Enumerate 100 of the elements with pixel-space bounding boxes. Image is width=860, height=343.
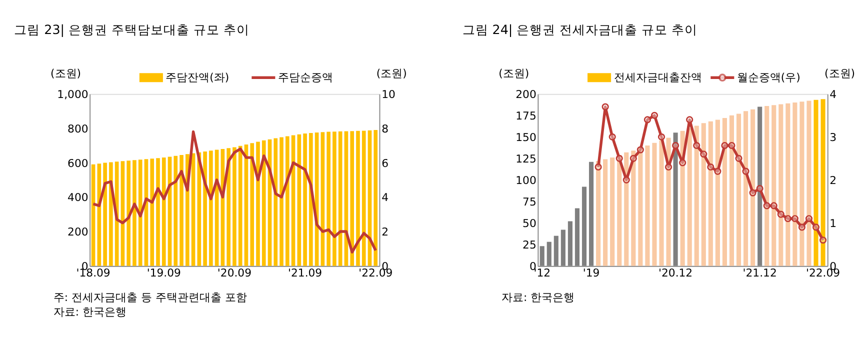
y-tick-label: 200 [68,226,88,239]
point [658,133,666,140]
x-tick-label: '20.12 [658,266,693,280]
point [812,224,820,231]
bar [209,150,213,266]
bar [256,142,260,266]
bar [701,123,706,266]
bar [680,130,685,266]
point [770,202,778,210]
bar [666,138,671,266]
bar [250,143,254,266]
bar [280,137,284,266]
legend-label: 전세자금대출잔액 [614,71,702,84]
chart-title: 그림 23| 은행권 주택담보대출 규모 추이 [14,22,250,38]
legend-label: 월순증액(우) [736,71,800,84]
bar [617,154,622,266]
text: 주: 전세자금대출 등 주택관련대출 포함 [53,291,247,304]
line-series [92,130,377,254]
text: 자료: 한국은행 [53,306,127,319]
x-tick-label: '19.09 [146,266,182,280]
point [664,163,672,171]
bar [191,153,196,266]
bar [203,152,207,266]
y2-tick-label: 3 [830,130,837,144]
bar [332,132,336,266]
y-axis-title: (조원) [50,67,82,80]
y2-tick-label: 4 [830,88,837,101]
x-tick-label: '20.09 [217,266,252,280]
bar [174,156,178,266]
bar [126,160,130,266]
bar [750,109,756,266]
bar [374,130,378,266]
point [622,176,630,184]
chart-title: 그림 24| 은행권 전세자금대출 규모 추이 [462,22,698,38]
point [602,103,609,110]
point [763,202,770,210]
bar [708,121,713,266]
bar [238,146,242,266]
bar [631,150,636,266]
bar [792,102,798,266]
y-tick-label: 125 [516,152,536,166]
bar [722,118,727,266]
bar [687,128,692,266]
bar [820,99,826,266]
bar [274,138,278,266]
point [805,215,813,222]
x-tick-label: '19 [582,266,600,280]
bar [356,130,360,266]
y-tick-label: 200 [516,88,536,101]
bar [694,126,699,266]
point [777,210,784,218]
y-tick-label: 1,000 [57,88,88,101]
bar [109,162,113,266]
text: 자료: 한국은행 [502,291,575,304]
point [798,224,806,231]
point [594,163,602,171]
point [700,150,708,158]
bar [91,164,96,266]
y-tick-label: 400 [68,191,88,204]
bar [132,160,136,266]
y-tick-label: 150 [516,130,536,144]
x-tick-label: '21.09 [288,266,322,280]
bar [603,159,608,266]
bar [645,146,650,266]
point [735,154,742,162]
bar [362,130,366,266]
bar [156,158,160,266]
point [608,133,616,140]
bar [729,115,734,266]
bar [610,158,615,266]
point [679,159,686,166]
bar [103,162,107,266]
bar [806,100,812,266]
point [819,236,827,244]
y-tick-label: 25 [522,238,536,252]
y2-tick-label: 2 [382,226,388,239]
y2-axis-title: (조원) [824,67,856,80]
y-tick-label: 0 [529,260,536,273]
bar [659,140,664,266]
y2-tick-label: 1 [830,216,837,230]
bar [309,132,313,266]
point [616,154,623,162]
y2-tick-label: 10 [382,88,396,101]
point [693,142,700,150]
bar [180,154,184,266]
point [721,142,728,150]
y-tick-label: 600 [68,156,88,170]
y2-tick-label: 2 [830,174,837,187]
point [636,146,644,154]
point [756,184,764,192]
legend-label: 주담잔액(좌) [166,71,230,84]
point [784,215,792,222]
y2-tick-label: 6 [382,156,389,170]
y2-axis-title: (조원) [376,67,407,80]
bar [285,136,290,266]
bar [652,142,657,266]
bar [162,158,166,266]
bar [736,114,742,266]
y2-tick-label: 8 [382,122,389,136]
y-tick-label: 50 [522,216,536,230]
